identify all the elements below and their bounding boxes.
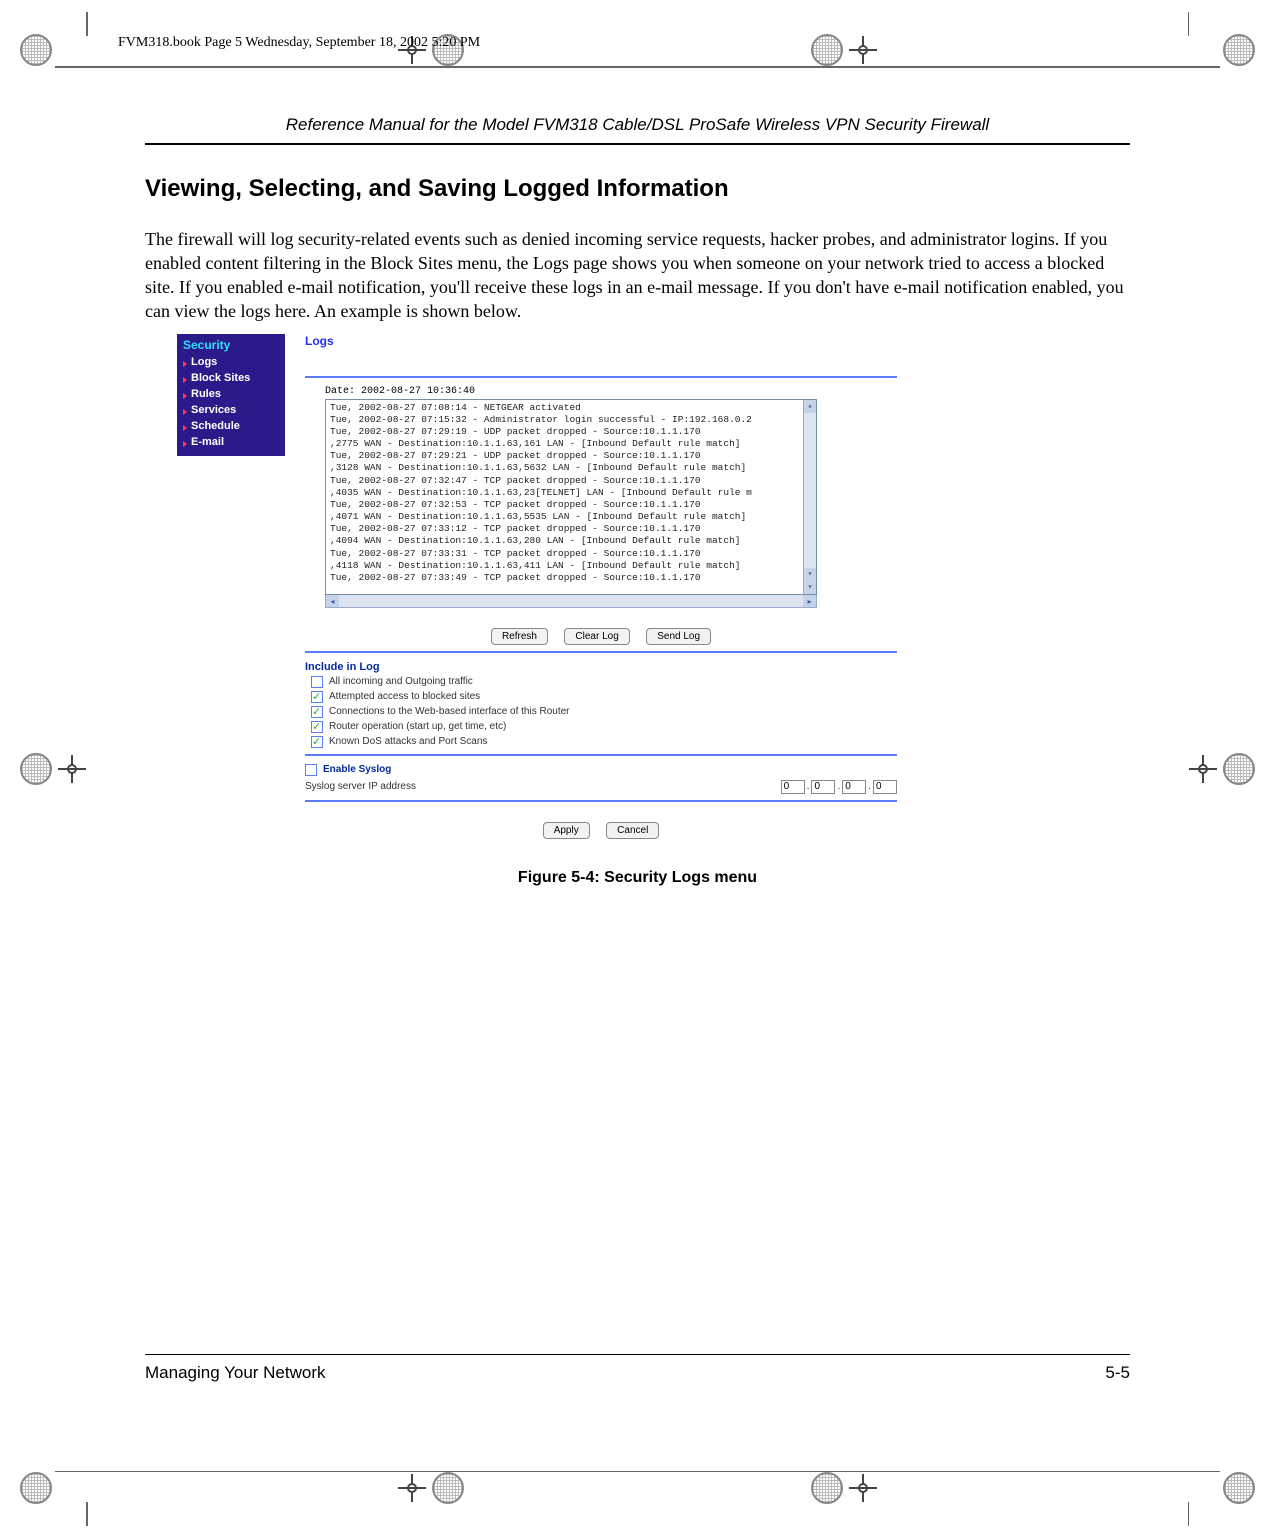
scroll-left-icon[interactable]: ◂ (326, 595, 339, 607)
include-check-row: Attempted access to blocked sites (311, 691, 897, 703)
include-check-row: Router operation (start up, get time, et… (311, 721, 897, 733)
crop-v-tl (86, 12, 88, 36)
registration-circle-icon (20, 753, 52, 785)
log-action-buttons: Refresh Clear Log Send Log (305, 626, 897, 645)
include-check-label: Known DoS attacks and Port Scans (329, 736, 487, 747)
horizontal-scrollbar[interactable]: ◂▸ (325, 595, 817, 608)
enable-syslog-checkbox[interactable] (305, 764, 317, 776)
apply-button[interactable]: Apply (543, 822, 590, 839)
cross-icon (849, 36, 877, 64)
clear-log-button[interactable]: Clear Log (564, 628, 629, 645)
include-check-label: All incoming and Outgoing traffic (329, 676, 473, 687)
send-log-button[interactable]: Send Log (646, 628, 711, 645)
sidebar-item-email[interactable]: E-mail (183, 434, 279, 450)
crop-v-br (1188, 1502, 1190, 1526)
crop-rule-top (55, 66, 1220, 68)
header-rule (145, 143, 1130, 145)
panel-rule (305, 376, 897, 378)
include-checkbox-4[interactable] (311, 736, 323, 748)
sidebar-item-block-sites[interactable]: Block Sites (183, 370, 279, 386)
registration-circle-icon (1223, 1472, 1255, 1504)
cross-icon (58, 755, 86, 783)
panel-rule (305, 754, 897, 756)
figure-caption: Figure 5-4: Security Logs menu (145, 869, 1130, 887)
include-check-row: Connections to the Web-based interface o… (311, 706, 897, 718)
book-page-tag: FVM318.book Page 5 Wednesday, September … (118, 35, 480, 51)
sidebar-item-schedule[interactable]: Schedule (183, 418, 279, 434)
body-paragraph: The firewall will log security-related e… (145, 227, 1130, 324)
sidebar-item-rules[interactable]: Rules (183, 386, 279, 402)
registration-circle-icon (20, 1472, 52, 1504)
figure-screenshot: Security Logs Block Sites Rules Services… (145, 334, 1130, 887)
footer-right: 5-5 (1105, 1363, 1130, 1383)
include-check-label: Router operation (start up, get time, et… (329, 721, 506, 732)
page-footer: Managing Your Network 5-5 (145, 1354, 1130, 1384)
include-checkbox-0[interactable] (311, 676, 323, 688)
logs-panel: Logs Date: 2002-08-27 10:36:40 Tue, 2002… (305, 334, 897, 839)
syslog-ip-octet-3[interactable] (842, 780, 866, 794)
security-sidebar: Security Logs Block Sites Rules Services… (177, 334, 285, 456)
running-header: Reference Manual for the Model FVM318 Ca… (145, 115, 1130, 143)
include-checkbox-1[interactable] (311, 691, 323, 703)
page-content: Reference Manual for the Model FVM318 Ca… (145, 115, 1130, 1383)
syslog-ip-inputs: . . . (781, 780, 897, 794)
registration-circle-icon (811, 1472, 843, 1504)
registration-circle-icon (1223, 34, 1255, 66)
sidebar-item-services[interactable]: Services (183, 402, 279, 418)
section-heading: Viewing, Selecting, and Saving Logged In… (145, 175, 1130, 203)
registration-bottom (0, 1472, 1275, 1504)
registration-circle-icon (20, 34, 52, 66)
cross-icon (398, 1474, 426, 1502)
include-checkbox-2[interactable] (311, 706, 323, 718)
cross-icon (849, 1474, 877, 1502)
log-date-line: Date: 2002-08-27 10:36:40 (325, 386, 897, 397)
crop-v-tr (1188, 12, 1190, 36)
log-content: Tue, 2002-08-27 07:08:14 - NETGEAR activ… (330, 402, 752, 583)
panel-title: Logs (305, 334, 897, 348)
panel-rule (305, 651, 897, 653)
refresh-button[interactable]: Refresh (491, 628, 548, 645)
log-text-area[interactable]: Tue, 2002-08-27 07:08:14 - NETGEAR activ… (325, 399, 817, 595)
registration-circle-icon (811, 34, 843, 66)
syslog-ip-octet-4[interactable] (873, 780, 897, 794)
include-check-row: Known DoS attacks and Port Scans (311, 736, 897, 748)
scroll-down2-icon[interactable]: ▾ (804, 581, 816, 594)
cross-icon (1189, 755, 1217, 783)
panel-rule (305, 800, 897, 802)
registration-circle-icon (1223, 753, 1255, 785)
vertical-scrollbar[interactable]: ▴ ▾▾ (803, 400, 816, 594)
include-check-row: All incoming and Outgoing traffic (311, 676, 897, 688)
syslog-ip-label: Syslog server IP address (305, 781, 416, 792)
syslog-ip-octet-1[interactable] (781, 780, 805, 794)
registration-circle-icon (432, 1472, 464, 1504)
apply-cancel-buttons: Apply Cancel (305, 820, 897, 839)
scroll-down-icon[interactable]: ▾ (804, 568, 816, 581)
sidebar-item-logs[interactable]: Logs (183, 354, 279, 370)
include-checkbox-3[interactable] (311, 721, 323, 733)
include-in-log-header: Include in Log (305, 661, 897, 673)
scroll-right-icon[interactable]: ▸ (803, 595, 816, 607)
include-check-label: Connections to the Web-based interface o… (329, 706, 570, 717)
crop-v-bl (86, 1502, 88, 1526)
syslog-ip-octet-2[interactable] (811, 780, 835, 794)
enable-syslog-label: Enable Syslog (323, 764, 391, 775)
footer-left: Managing Your Network (145, 1363, 326, 1383)
cancel-button[interactable]: Cancel (606, 822, 659, 839)
scroll-up-icon[interactable]: ▴ (804, 400, 816, 413)
include-check-label: Attempted access to blocked sites (329, 691, 480, 702)
sidebar-header: Security (183, 338, 279, 352)
